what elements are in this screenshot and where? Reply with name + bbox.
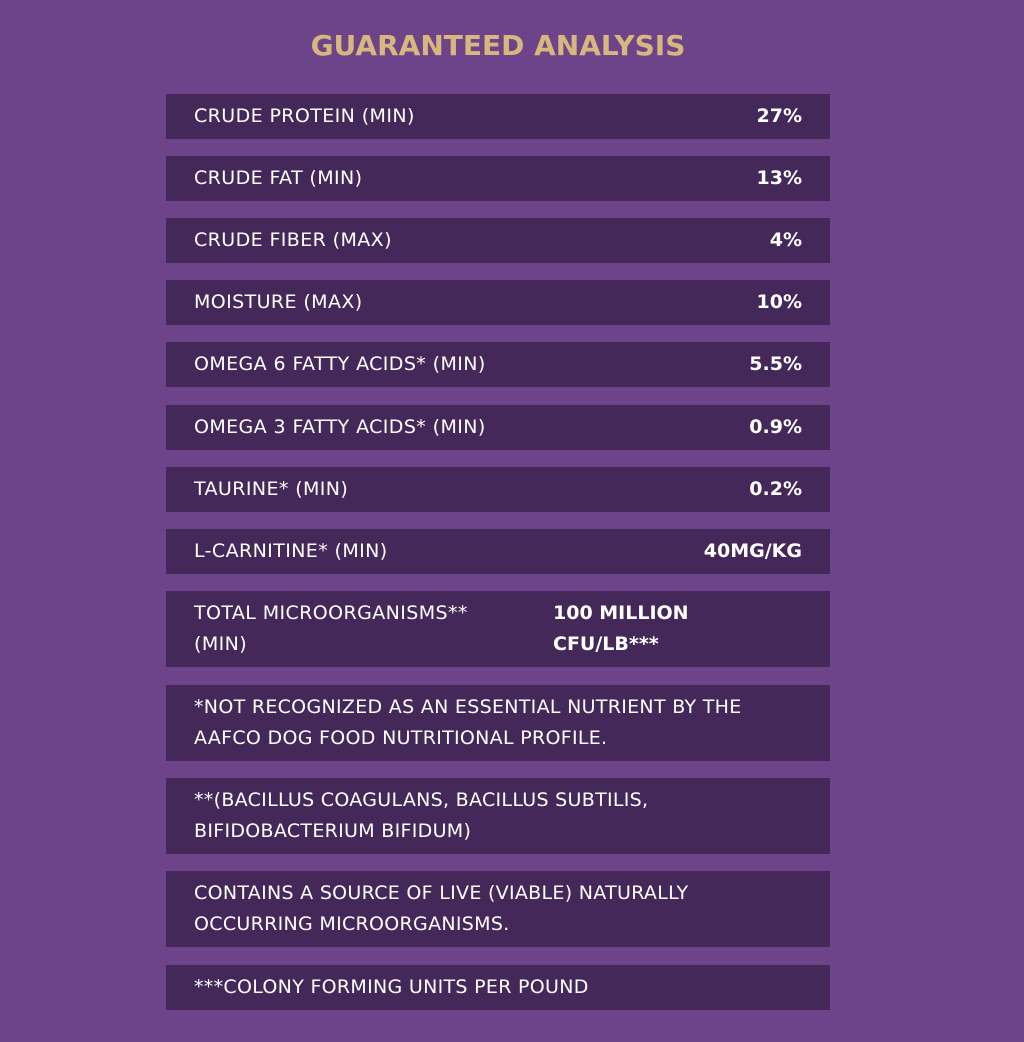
analysis-row-omega-6: OMEGA 6 FATTY ACIDS* (MIN) 5.5% xyxy=(166,342,830,387)
footnote-aafco: *NOT RECOGNIZED AS AN ESSENTIAL NUTRIENT… xyxy=(166,685,830,761)
row-label: CRUDE FIBER (MAX) xyxy=(194,229,392,251)
analysis-row-l-carnitine: L-CARNITINE* (MIN) 40MG/KG xyxy=(166,529,830,574)
footnote-live-microorganisms: CONTAINS A SOURCE OF LIVE (VIABLE) NATUR… xyxy=(166,871,830,947)
row-label: TAURINE* (MIN) xyxy=(194,478,349,500)
row-value: 13% xyxy=(756,167,802,189)
analysis-row-taurine: TAURINE* (MIN) 0.2% xyxy=(166,467,830,512)
row-value: 100 MILLION CFU/LB*** xyxy=(553,602,689,655)
analysis-row-microorganisms: TOTAL MICROORGANISMS** (MIN) 100 MILLION… xyxy=(166,591,830,667)
note-text: ***COLONY FORMING UNITS PER POUND xyxy=(194,976,589,998)
row-value: 4% xyxy=(769,229,802,251)
footnote-cfu: ***COLONY FORMING UNITS PER POUND xyxy=(166,965,830,1010)
analysis-row-moisture: MOISTURE (MAX) 10% xyxy=(166,280,830,325)
row-value: 40MG/KG xyxy=(703,540,802,562)
row-label: OMEGA 6 FATTY ACIDS* (MIN) xyxy=(194,353,486,375)
row-value: 27% xyxy=(756,105,802,127)
row-label: OMEGA 3 FATTY ACIDS* (MIN) xyxy=(194,416,486,438)
footnote-bacillus: **(BACILLUS COAGULANS, BACILLUS SUBTILIS… xyxy=(166,778,830,854)
row-value: 0.9% xyxy=(749,416,802,438)
row-value: 10% xyxy=(756,291,802,313)
analysis-row-crude-protein: CRUDE PROTEIN (MIN) 27% xyxy=(166,94,830,139)
note-text: **(BACILLUS COAGULANS, BACILLUS SUBTILIS… xyxy=(194,789,649,842)
analysis-row-crude-fat: CRUDE FAT (MIN) 13% xyxy=(166,156,830,201)
row-value: 0.2% xyxy=(749,478,802,500)
analysis-row-crude-fiber: CRUDE FIBER (MAX) 4% xyxy=(166,218,830,263)
page-title: GUARANTEED ANALYSIS xyxy=(310,29,686,62)
row-label: MOISTURE (MAX) xyxy=(194,291,363,313)
analysis-row-omega-3: OMEGA 3 FATTY ACIDS* (MIN) 0.9% xyxy=(166,405,830,450)
row-label: L-CARNITINE* (MIN) xyxy=(194,540,388,562)
note-text: CONTAINS A SOURCE OF LIVE (VIABLE) NATUR… xyxy=(194,882,689,935)
row-label: CRUDE PROTEIN (MIN) xyxy=(194,105,415,127)
row-label: CRUDE FAT (MIN) xyxy=(194,167,363,189)
note-text: *NOT RECOGNIZED AS AN ESSENTIAL NUTRIENT… xyxy=(194,696,742,749)
row-value: 5.5% xyxy=(749,353,802,375)
row-label: TOTAL MICROORGANISMS** (MIN) xyxy=(194,602,468,655)
